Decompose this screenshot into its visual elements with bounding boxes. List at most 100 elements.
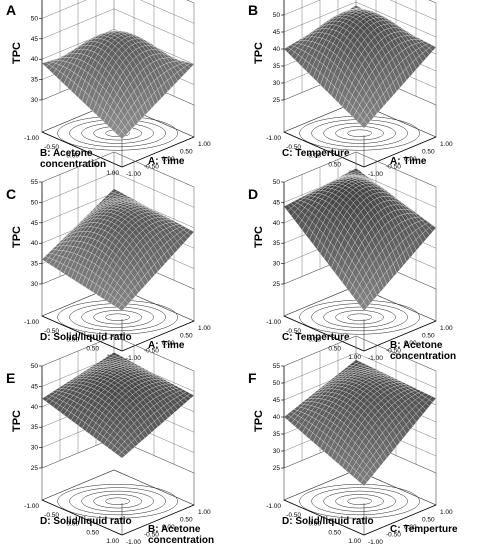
x-tick-label: -0.50 <box>386 532 401 539</box>
z-tick-label: 50 <box>273 12 281 19</box>
z-tick-label: 25 <box>273 97 281 104</box>
y-tick-label: 0.50 <box>328 345 341 352</box>
wall-gridline <box>41 151 195 188</box>
y-axis-title: C: Temperture <box>282 148 350 159</box>
z-tick-label: 50 <box>273 380 281 387</box>
z-tick-label: 55 <box>273 363 281 370</box>
x-axis-line <box>121 504 195 536</box>
y-tick-label: 0.00 <box>66 337 79 344</box>
contour-line <box>347 129 372 137</box>
wall-gridline <box>41 28 195 65</box>
x-tick-label: 0.00 <box>404 524 417 531</box>
wall-gridline <box>428 0 437 4</box>
z-tick-label: 35 <box>273 431 281 438</box>
wall-gridline <box>186 0 195 4</box>
x-axis-title: C: Temperture <box>390 524 458 535</box>
y-tick-label: 0.00 <box>66 153 79 160</box>
y-tick-label: -1.00 <box>24 503 39 510</box>
x-tick-label: 0.50 <box>180 149 193 156</box>
z-tick-label: 30 <box>273 80 281 87</box>
y-tick-label: -1.00 <box>24 135 39 142</box>
z-tick-label: 45 <box>31 36 39 43</box>
x-tick-label: 1.00 <box>198 509 211 516</box>
y-tick-label: -1.00 <box>266 319 281 326</box>
y-axis-title: C: Temperture <box>282 332 350 343</box>
panel-letter: A <box>6 2 16 18</box>
z-tick-label: 45 <box>273 29 281 36</box>
z-tick-label: 30 <box>31 281 39 288</box>
x-axis-title: A: Time <box>390 156 427 167</box>
y-axis-line <box>41 131 123 168</box>
z-tick-label: 35 <box>273 240 281 247</box>
z-tick-label: 45 <box>273 199 281 206</box>
z-tick-label: 50 <box>31 363 39 370</box>
x-tick-label: -0.50 <box>144 164 159 171</box>
y-tick-label: 0.50 <box>328 161 341 168</box>
response-surface <box>283 359 437 487</box>
y-axis-title: D: Solid/liquid ratio <box>282 516 374 527</box>
z-tick-label: 40 <box>31 56 39 63</box>
y-tick-label: -0.50 <box>44 512 59 519</box>
z-axis-title: TPC <box>253 226 265 248</box>
contour-line <box>311 487 408 516</box>
x-axis-title: A: Time <box>148 340 185 351</box>
x-tick-label: 0.00 <box>162 156 175 163</box>
y-tick-label: -0.50 <box>44 328 59 335</box>
panel-f: F25303540455055TPC-1.00-0.500.000.501.00… <box>248 335 458 546</box>
z-tick-label: 45 <box>273 397 281 404</box>
wall-gridline <box>41 335 195 372</box>
y-tick-label: -0.50 <box>286 512 301 519</box>
contour-line <box>347 313 372 321</box>
z-tick-label: 40 <box>31 404 39 411</box>
x-tick-label: -1.00 <box>126 539 141 546</box>
response-surface <box>41 30 195 140</box>
response-surface <box>283 168 437 312</box>
response-surface <box>41 352 195 459</box>
contour-line <box>57 484 178 519</box>
z-tick-label: 25 <box>273 465 281 472</box>
y-axis-line <box>283 131 365 168</box>
z-axis-title: TPC <box>11 42 23 64</box>
response-surface <box>41 188 195 312</box>
z-tick-label: 55 <box>31 179 39 186</box>
surface-facet <box>360 478 368 487</box>
contour-line <box>105 313 130 321</box>
z-tick-label: 30 <box>273 261 281 268</box>
x-axis-title: B: Acetone <box>390 340 443 351</box>
z-tick-label: 35 <box>273 63 281 70</box>
x-tick-label: 1.00 <box>440 141 453 148</box>
panel-letter: B <box>248 2 258 18</box>
contour-line <box>335 494 384 509</box>
wall-gridline <box>283 352 437 389</box>
contour-line <box>335 310 384 325</box>
contour-line <box>93 494 142 509</box>
z-tick-label: 40 <box>273 414 281 421</box>
z-tick-label: 50 <box>273 179 281 186</box>
y-tick-label: -1.00 <box>266 135 281 142</box>
x-tick-label: 0.00 <box>404 156 417 163</box>
y-axis-title: B: Acetone <box>40 148 93 159</box>
y-tick-label: 0.00 <box>308 337 321 344</box>
z-tick-label: 40 <box>273 220 281 227</box>
x-tick-label: 0.50 <box>180 517 193 524</box>
z-tick-label: 50 <box>31 199 39 206</box>
x-tick-label: 0.50 <box>422 149 435 156</box>
y-tick-label: -0.50 <box>286 328 301 335</box>
x-tick-label: -0.50 <box>144 532 159 539</box>
x-tick-label: 1.00 <box>198 141 211 148</box>
y-tick-label: 1.00 <box>348 538 361 545</box>
y-axis-line <box>41 315 123 352</box>
contour-line <box>335 126 384 141</box>
x-tick-label: 0.50 <box>422 517 435 524</box>
z-tick-label: 30 <box>273 448 281 455</box>
panel-a: A303540455055TPC-1.00-0.500.000.501.00-1… <box>6 0 211 178</box>
y-tick-label: -0.50 <box>286 144 301 151</box>
panel-letter: C <box>6 186 16 202</box>
contour-line <box>105 497 130 505</box>
y-tick-label: 1.00 <box>348 354 361 361</box>
surface-facet <box>360 119 368 129</box>
z-tick-label: 45 <box>31 220 39 227</box>
z-tick-label: 35 <box>31 261 39 268</box>
contour-line <box>69 487 166 516</box>
